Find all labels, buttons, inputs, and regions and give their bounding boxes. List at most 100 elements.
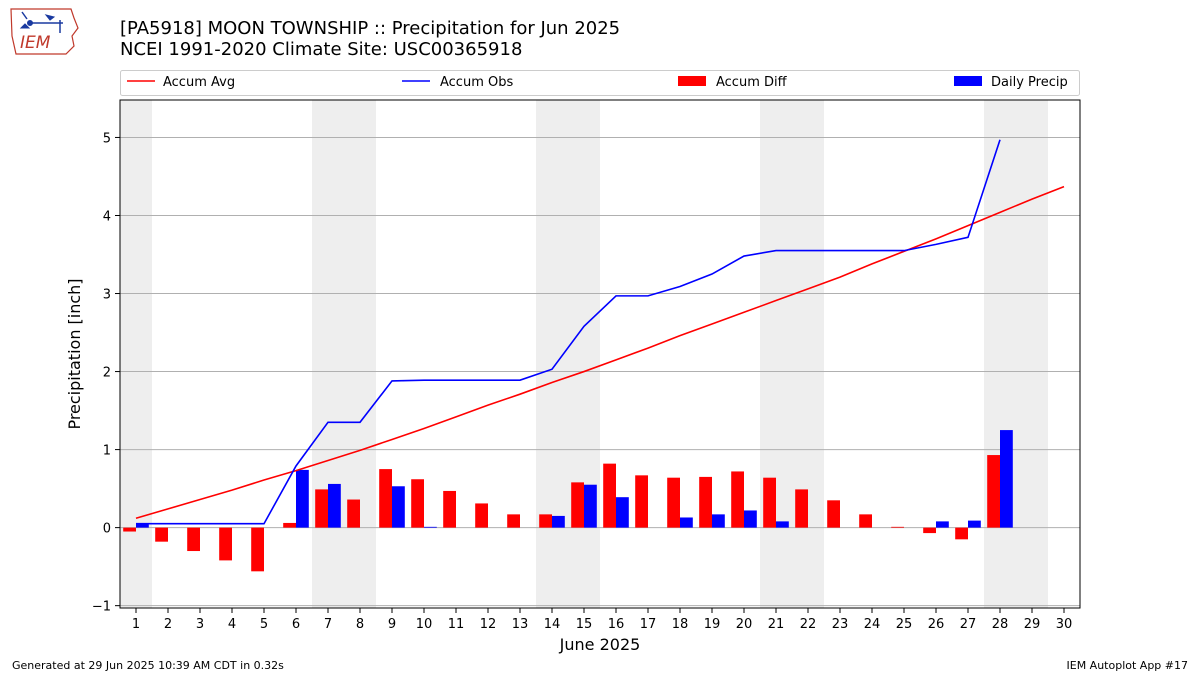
legend-item-avg: Accum Avg bbox=[127, 75, 235, 90]
y-tick-label: 0 bbox=[103, 522, 111, 537]
bar-daily-precip bbox=[552, 515, 565, 528]
bars bbox=[123, 430, 1013, 572]
bar-daily-precip bbox=[584, 484, 597, 528]
bar-accum-diff bbox=[219, 527, 232, 561]
bar-daily-precip bbox=[1000, 430, 1013, 528]
bar-daily-precip bbox=[936, 521, 949, 528]
bar-daily-precip bbox=[744, 510, 757, 528]
x-tick-label: 25 bbox=[896, 617, 913, 632]
legend: Accum Avg Accum Obs Accum Diff Daily Pre… bbox=[120, 70, 1080, 96]
bar-daily-precip bbox=[392, 486, 405, 528]
x-tick-label: 4 bbox=[228, 617, 236, 632]
bar-accum-diff bbox=[155, 527, 168, 542]
x-axis-label: June 2025 bbox=[559, 635, 641, 654]
bar-accum-diff bbox=[795, 489, 808, 528]
bar-accum-diff bbox=[571, 482, 584, 528]
bar-accum-diff bbox=[251, 527, 264, 572]
bar-accum-diff bbox=[955, 527, 968, 540]
y-tick-label: 1 bbox=[103, 444, 111, 459]
y-axis-ticks: −1 0 1 2 3 4 5 bbox=[92, 131, 120, 615]
bar-accum-diff bbox=[891, 526, 904, 528]
x-tick-label: 28 bbox=[992, 617, 1009, 632]
bar-daily-precip bbox=[616, 497, 629, 528]
chart-title: [PA5918] MOON TOWNSHIP :: Precipitation … bbox=[120, 18, 620, 60]
weekend-shade bbox=[760, 100, 792, 608]
chart-title-line2: NCEI 1991-2020 Climate Site: USC00365918 bbox=[120, 39, 523, 60]
legend-label-obs: Accum Obs bbox=[440, 75, 513, 90]
bar-daily-precip bbox=[680, 517, 693, 528]
bar-accum-diff bbox=[315, 489, 328, 528]
bar-accum-diff bbox=[827, 500, 840, 528]
bar-accum-diff bbox=[923, 527, 936, 534]
x-tick-label: 2 bbox=[164, 617, 172, 632]
x-tick-label: 20 bbox=[736, 617, 753, 632]
x-tick-label: 5 bbox=[260, 617, 268, 632]
x-tick-label: 29 bbox=[1024, 617, 1041, 632]
x-tick-label: 3 bbox=[196, 617, 204, 632]
bar-accum-diff bbox=[475, 503, 488, 528]
legend-label-daily: Daily Precip bbox=[991, 75, 1068, 90]
grid-lines bbox=[120, 136, 1080, 607]
bar-accum-diff bbox=[283, 522, 296, 528]
x-tick-label: 23 bbox=[832, 617, 849, 632]
x-tick-label: 19 bbox=[704, 617, 721, 632]
x-tick-label: 24 bbox=[864, 617, 881, 632]
x-tick-label: 27 bbox=[960, 617, 977, 632]
weekend-shade bbox=[568, 100, 600, 608]
bar-accum-diff bbox=[411, 479, 424, 528]
weekend-shade bbox=[1016, 100, 1048, 608]
chart-title-line1: [PA5918] MOON TOWNSHIP :: Precipitation … bbox=[120, 18, 621, 39]
legend-item-daily: Daily Precip bbox=[954, 75, 1068, 90]
bar-accum-diff bbox=[539, 514, 552, 528]
bar-accum-diff bbox=[379, 469, 392, 528]
y-tick-label: 4 bbox=[103, 209, 111, 224]
x-tick-label: 7 bbox=[324, 617, 332, 632]
legend-item-obs: Accum Obs bbox=[402, 75, 513, 90]
x-tick-label: 18 bbox=[672, 617, 689, 632]
x-tick-label: 12 bbox=[480, 617, 497, 632]
bar-accum-diff bbox=[667, 477, 680, 528]
legend-label-diff: Accum Diff bbox=[716, 75, 788, 90]
x-tick-label: 22 bbox=[800, 617, 817, 632]
y-tick-label: 3 bbox=[103, 288, 111, 303]
footer-app: IEM Autoplot App #17 bbox=[1066, 659, 1189, 672]
x-tick-label: 6 bbox=[292, 617, 300, 632]
weekend-shade bbox=[792, 100, 824, 608]
weekend-shade bbox=[344, 100, 376, 608]
x-tick-label: 10 bbox=[416, 617, 433, 632]
x-tick-label: 13 bbox=[512, 617, 529, 632]
y-tick-label: 2 bbox=[103, 366, 111, 381]
bar-daily-precip bbox=[296, 469, 309, 528]
footer-generated: Generated at 29 Jun 2025 10:39 AM CDT in… bbox=[12, 659, 284, 672]
legend-swatch-diff bbox=[678, 76, 706, 86]
bar-accum-diff bbox=[123, 527, 136, 532]
bar-daily-precip bbox=[328, 483, 341, 528]
bar-accum-diff bbox=[987, 455, 1000, 528]
bar-daily-precip bbox=[424, 526, 437, 528]
legend-item-diff: Accum Diff bbox=[678, 75, 788, 90]
series-lines bbox=[135, 139, 1065, 525]
bar-accum-diff bbox=[443, 490, 456, 528]
x-tick-label: 17 bbox=[640, 617, 657, 632]
iem-logo: IEM bbox=[8, 6, 80, 58]
legend-label-avg: Accum Avg bbox=[163, 75, 235, 90]
weekend-shade bbox=[312, 100, 344, 608]
legend-swatch-daily bbox=[954, 76, 982, 86]
bar-daily-precip bbox=[136, 523, 149, 528]
x-tick-label: 11 bbox=[448, 617, 465, 632]
x-tick-label: 8 bbox=[356, 617, 364, 632]
plot-frame bbox=[119, 99, 1081, 609]
bar-daily-precip bbox=[968, 520, 981, 528]
y-tick-label: −1 bbox=[92, 600, 111, 615]
x-tick-label: 9 bbox=[388, 617, 396, 632]
bar-accum-diff bbox=[635, 475, 648, 528]
x-tick-label: 1 bbox=[132, 617, 140, 632]
bar-accum-diff bbox=[187, 527, 200, 552]
logo-text: IEM bbox=[20, 33, 51, 53]
y-axis-label: Precipitation [inch] bbox=[65, 278, 84, 429]
bar-accum-diff bbox=[859, 514, 872, 528]
x-tick-label: 14 bbox=[544, 617, 561, 632]
x-tick-label: 15 bbox=[576, 617, 593, 632]
bar-accum-diff bbox=[731, 471, 744, 528]
